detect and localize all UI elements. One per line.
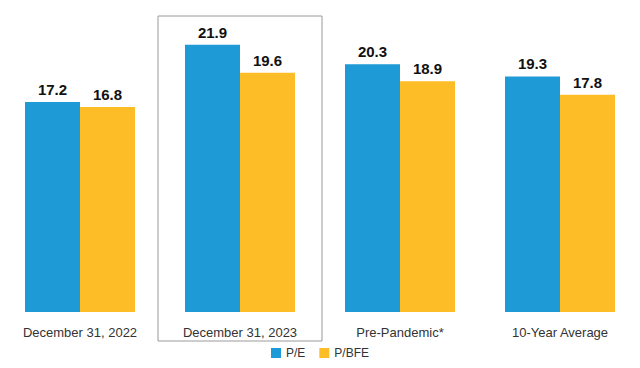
svg-text:Pre-Pandemic*: Pre-Pandemic*: [356, 325, 443, 340]
svg-text:16.8: 16.8: [93, 86, 122, 103]
svg-text:December 31, 2023: December 31, 2023: [183, 325, 297, 340]
svg-text:P/BFE: P/BFE: [334, 346, 369, 360]
svg-text:19.3: 19.3: [518, 55, 547, 72]
svg-text:10-Year Average: 10-Year Average: [512, 325, 608, 340]
svg-text:17.8: 17.8: [573, 74, 602, 91]
svg-text:19.6: 19.6: [253, 52, 282, 69]
svg-text:18.9: 18.9: [413, 60, 442, 77]
svg-text:P/E: P/E: [286, 346, 305, 360]
svg-text:20.3: 20.3: [358, 43, 387, 60]
svg-text:December 31, 2022: December 31, 2022: [23, 325, 137, 340]
svg-text:21.9: 21.9: [198, 24, 227, 41]
svg-text:17.2: 17.2: [38, 81, 67, 98]
